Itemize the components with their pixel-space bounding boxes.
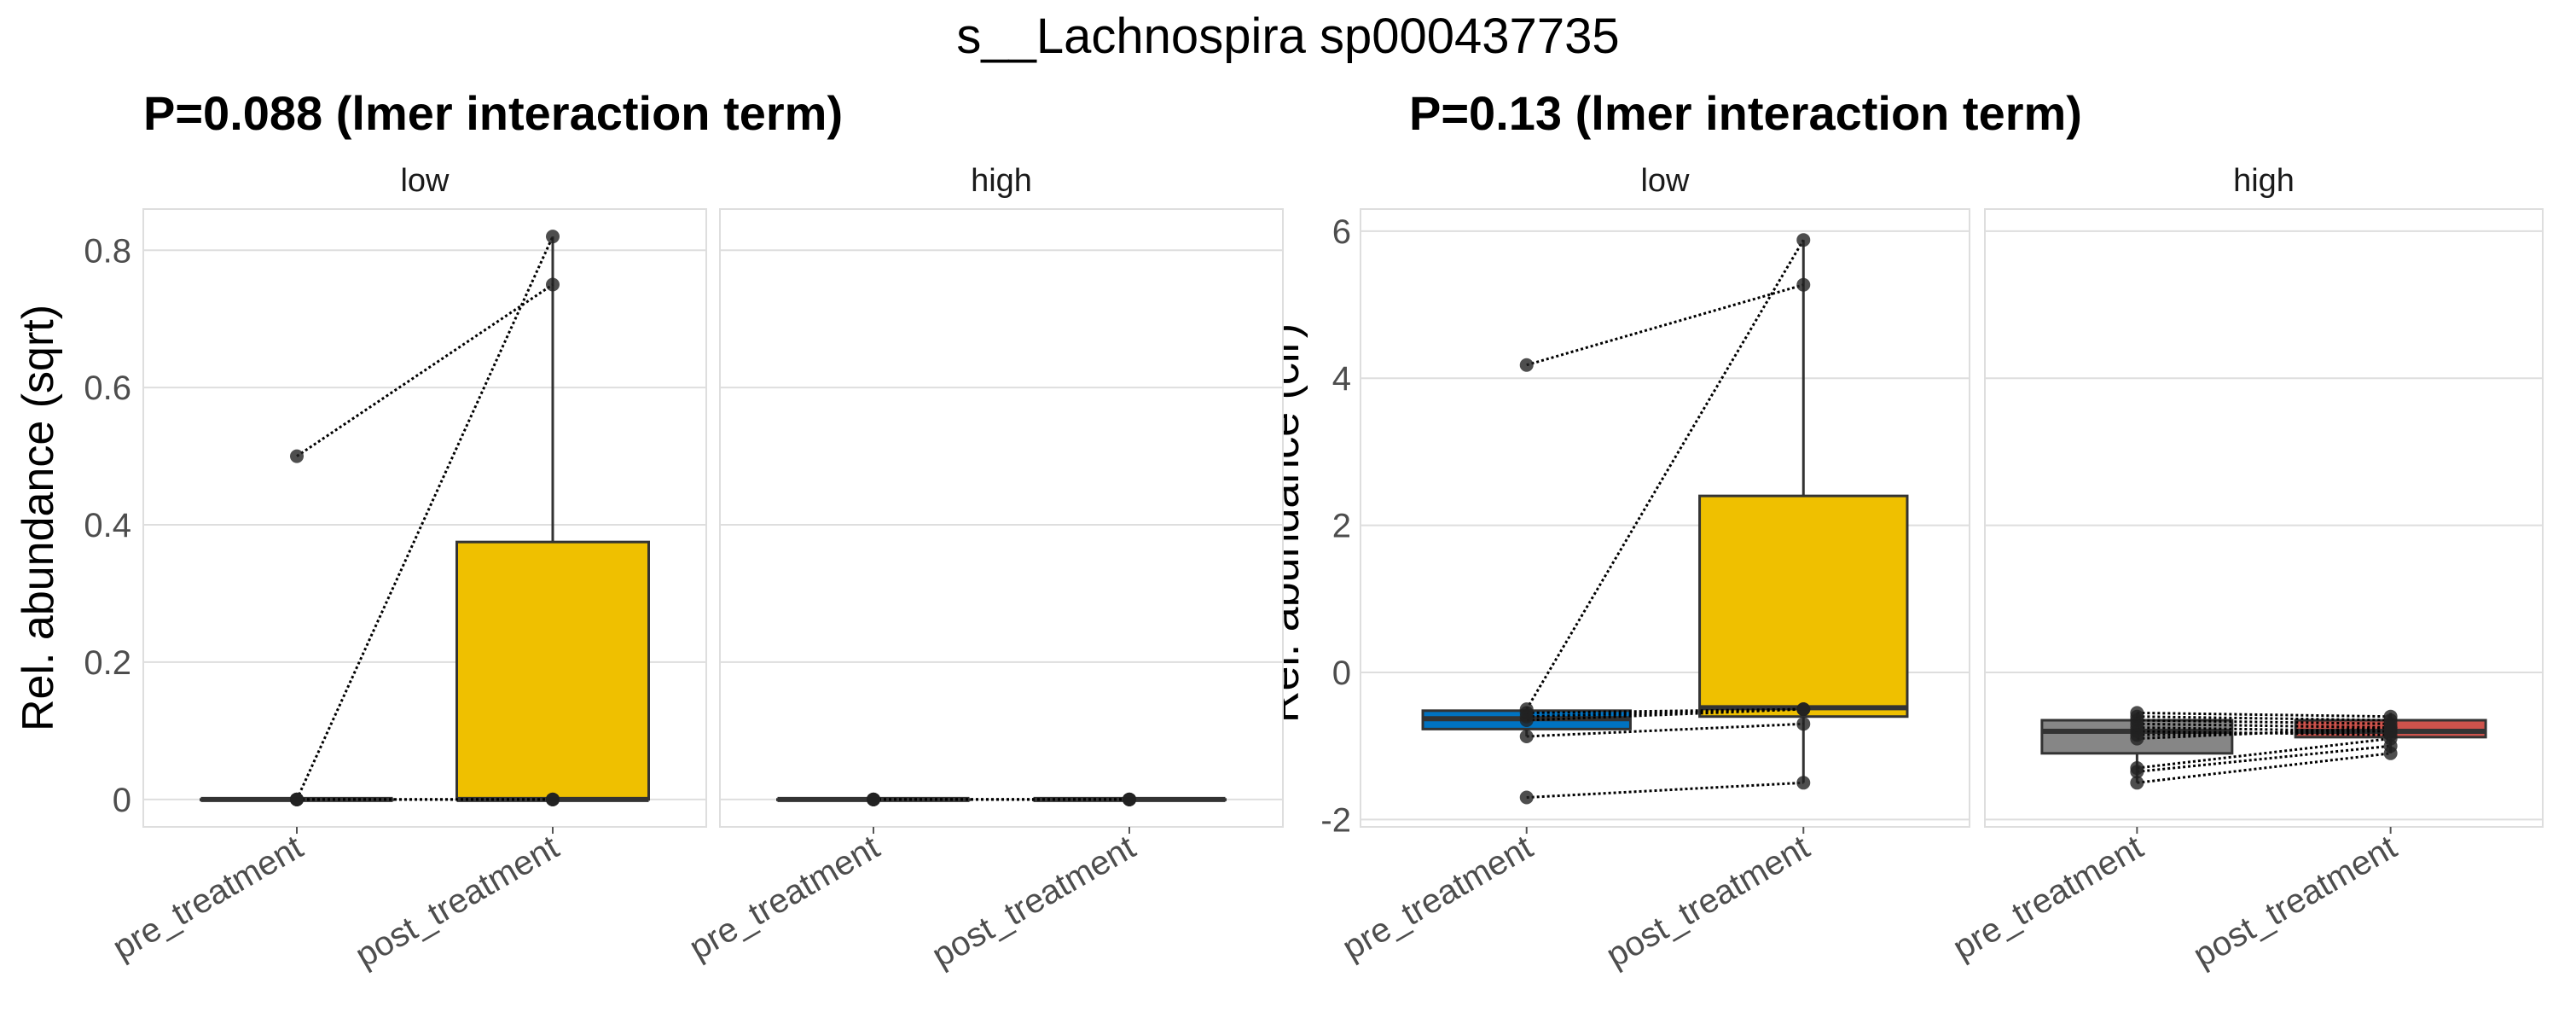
data-point-pre bbox=[2130, 776, 2144, 790]
facet-strip-label: low bbox=[400, 163, 450, 199]
paired-line bbox=[2137, 711, 2391, 719]
y-tick-label: 0.2 bbox=[84, 644, 131, 682]
y-axis-title-left: Rel. abundance (sqrt) bbox=[14, 305, 63, 731]
x-tick-label: pre_treatment bbox=[1337, 829, 1540, 968]
data-point-post bbox=[1796, 776, 1811, 790]
y-tick-label: 2 bbox=[1332, 508, 1351, 545]
data-point-pre bbox=[290, 449, 304, 463]
y-tick-label: 0 bbox=[1332, 655, 1351, 692]
box-post_treatment bbox=[1698, 494, 1909, 719]
paired-line bbox=[1526, 722, 1804, 738]
paired-line bbox=[2137, 737, 2391, 770]
data-point-post bbox=[1796, 233, 1811, 247]
y-tick-label: 0.6 bbox=[84, 369, 131, 407]
x-tick-label: pre_treatment bbox=[107, 829, 310, 968]
paired-line bbox=[1525, 239, 1805, 710]
subtitle-right: P=0.13 (lmer interaction term) bbox=[1409, 86, 2082, 140]
y-tick-label: 6 bbox=[1332, 213, 1351, 251]
x-tick-label: post_treatment bbox=[1600, 829, 1816, 975]
chart-title: s__Lachnospira sp000437735 bbox=[956, 9, 1619, 64]
panel-background bbox=[719, 208, 1284, 828]
data-point-post bbox=[1796, 702, 1811, 717]
data-point-pre bbox=[290, 792, 304, 806]
paired-line bbox=[1526, 707, 1804, 722]
y-tick-label: 0.4 bbox=[84, 507, 131, 544]
data-point-post bbox=[1796, 277, 1811, 292]
data-point-post bbox=[546, 230, 560, 244]
data-point-post bbox=[1796, 717, 1811, 731]
paired-line bbox=[1526, 283, 1804, 367]
y-tick-label: 0 bbox=[113, 782, 131, 819]
paired-line bbox=[2137, 730, 2391, 736]
x-tick-label: post_treatment bbox=[925, 829, 1141, 975]
data-point-pre bbox=[867, 792, 880, 806]
paired-line bbox=[2137, 719, 2391, 725]
data-point-pre bbox=[1519, 790, 1534, 805]
facet-strip-label: high bbox=[971, 163, 1032, 199]
subtitle-left: P=0.088 (lmer interaction term) bbox=[143, 86, 843, 140]
y-tick-label: 4 bbox=[1332, 360, 1351, 398]
box-post_treatment bbox=[455, 540, 650, 801]
data-point-pre bbox=[2130, 765, 2144, 779]
x-tick-label: pre_treatment bbox=[683, 829, 886, 968]
data-point-post bbox=[2383, 746, 2398, 760]
paired-line bbox=[295, 236, 554, 800]
paired-line bbox=[1526, 781, 1804, 800]
facet-strip-label: low bbox=[1640, 163, 1690, 199]
y-tick-label: 0.8 bbox=[84, 232, 131, 270]
facet-strip-label: high bbox=[2233, 163, 2295, 199]
data-point-pre bbox=[2130, 731, 2144, 746]
data-point-post bbox=[546, 792, 560, 806]
paired-line bbox=[2137, 722, 2391, 730]
x-tick-label: post_treatment bbox=[349, 829, 565, 975]
data-point-pre bbox=[1519, 713, 1534, 728]
data-point-post bbox=[2383, 720, 2398, 735]
data-point-pre bbox=[1519, 729, 1534, 743]
x-tick-label: pre_treatment bbox=[1947, 829, 2150, 968]
data-point-post bbox=[1123, 792, 1136, 806]
y-tick-label: -2 bbox=[1320, 801, 1351, 839]
data-point-post bbox=[546, 277, 560, 292]
paired-line bbox=[2137, 715, 2391, 722]
paired-line bbox=[2137, 744, 2391, 773]
x-tick-label: post_treatment bbox=[2187, 829, 2403, 975]
data-point-pre bbox=[1519, 358, 1534, 372]
paired-line bbox=[2137, 730, 2391, 736]
paired-line bbox=[2137, 726, 2391, 741]
paired-line bbox=[2137, 752, 2391, 784]
paired-line bbox=[296, 283, 554, 457]
